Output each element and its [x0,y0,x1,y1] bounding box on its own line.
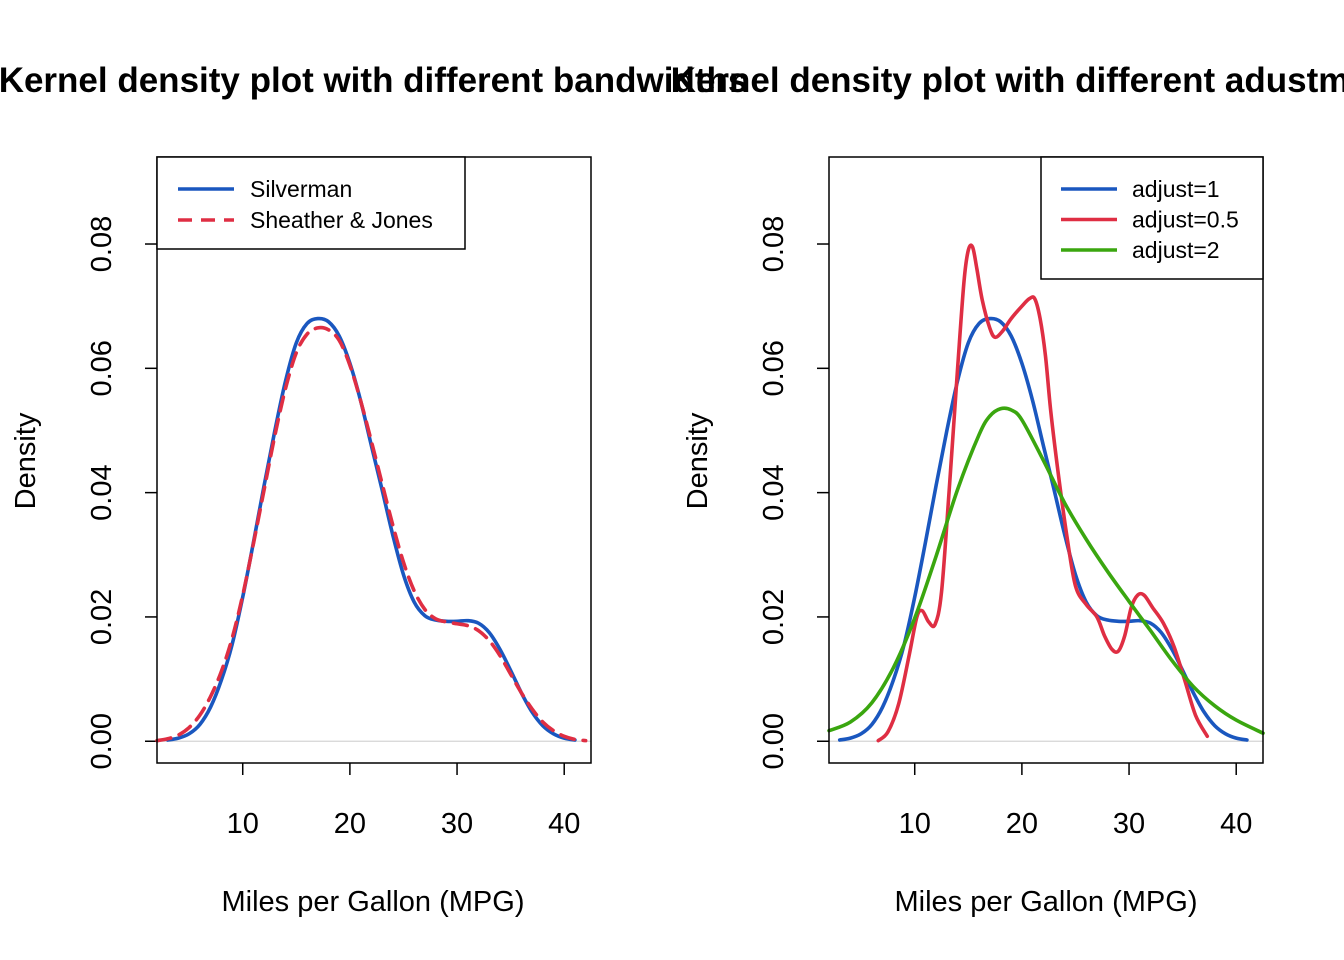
y-tick-label: 0.06 [86,340,118,396]
series-line-sheather-jones [155,325,588,743]
left-panel: Kernel density plot with different bandw… [0,61,747,918]
x-tick-label: 40 [1220,808,1252,840]
y-tick-label: 0.04 [758,464,790,520]
x-tick-label: 30 [1113,808,1145,840]
y-tick-label: 0.04 [86,464,118,520]
y-tick-label: 0.00 [758,713,790,769]
series-line-adjust-0-5 [876,243,1210,743]
left-panel-title: Kernel density plot with different bandw… [0,61,747,100]
left-series-layer [155,316,588,743]
legend-label-adjust-2: adjust=2 [1132,237,1220,263]
legend-label-adjust-1: adjust=1 [1132,176,1220,202]
left-legend: Silverman Sheather & Jones [156,156,466,250]
x-tick-label: 20 [334,808,366,840]
legend-label-adjust-0-5: adjust=0.5 [1132,207,1239,233]
left-legend-box [156,156,466,250]
right-panel-title: Kernel density plot with different adust… [671,61,1344,100]
y-tick-label: 0.02 [86,589,118,645]
series-line-adjust-2 [827,406,1265,735]
right-x-axis-label: Miles per Gallon (MPG) [895,886,1198,918]
x-tick-label: 30 [441,808,473,840]
right-series-layer [827,243,1265,743]
legend-label-sheather-jones: Sheather & Jones [250,207,433,233]
x-tick-label: 10 [899,808,931,840]
legend-label-silverman: Silverman [250,176,352,202]
right-panel: Kernel density plot with different adust… [671,61,1344,918]
y-tick-label: 0.08 [758,216,790,272]
x-tick-label: 20 [1006,808,1038,840]
left-axis-ticks: 10 20 30 40 0.00 0.02 0.04 0.06 0.08 [86,216,580,840]
series-line-silverman [165,316,577,742]
right-y-axis-label: Density [682,412,714,509]
y-tick-label: 0.02 [758,589,790,645]
y-tick-label: 0.08 [86,216,118,272]
left-y-axis-label: Density [10,412,42,509]
y-tick-label: 0.00 [86,713,118,769]
right-axis-ticks: 10 20 30 40 0.00 0.02 0.04 0.06 0.08 [758,216,1252,840]
right-legend: adjust=1 adjust=0.5 adjust=2 [1040,156,1264,280]
y-tick-label: 0.06 [758,340,790,396]
x-tick-label: 10 [227,808,259,840]
left-x-axis-label: Miles per Gallon (MPG) [222,886,525,918]
x-tick-label: 40 [548,808,580,840]
